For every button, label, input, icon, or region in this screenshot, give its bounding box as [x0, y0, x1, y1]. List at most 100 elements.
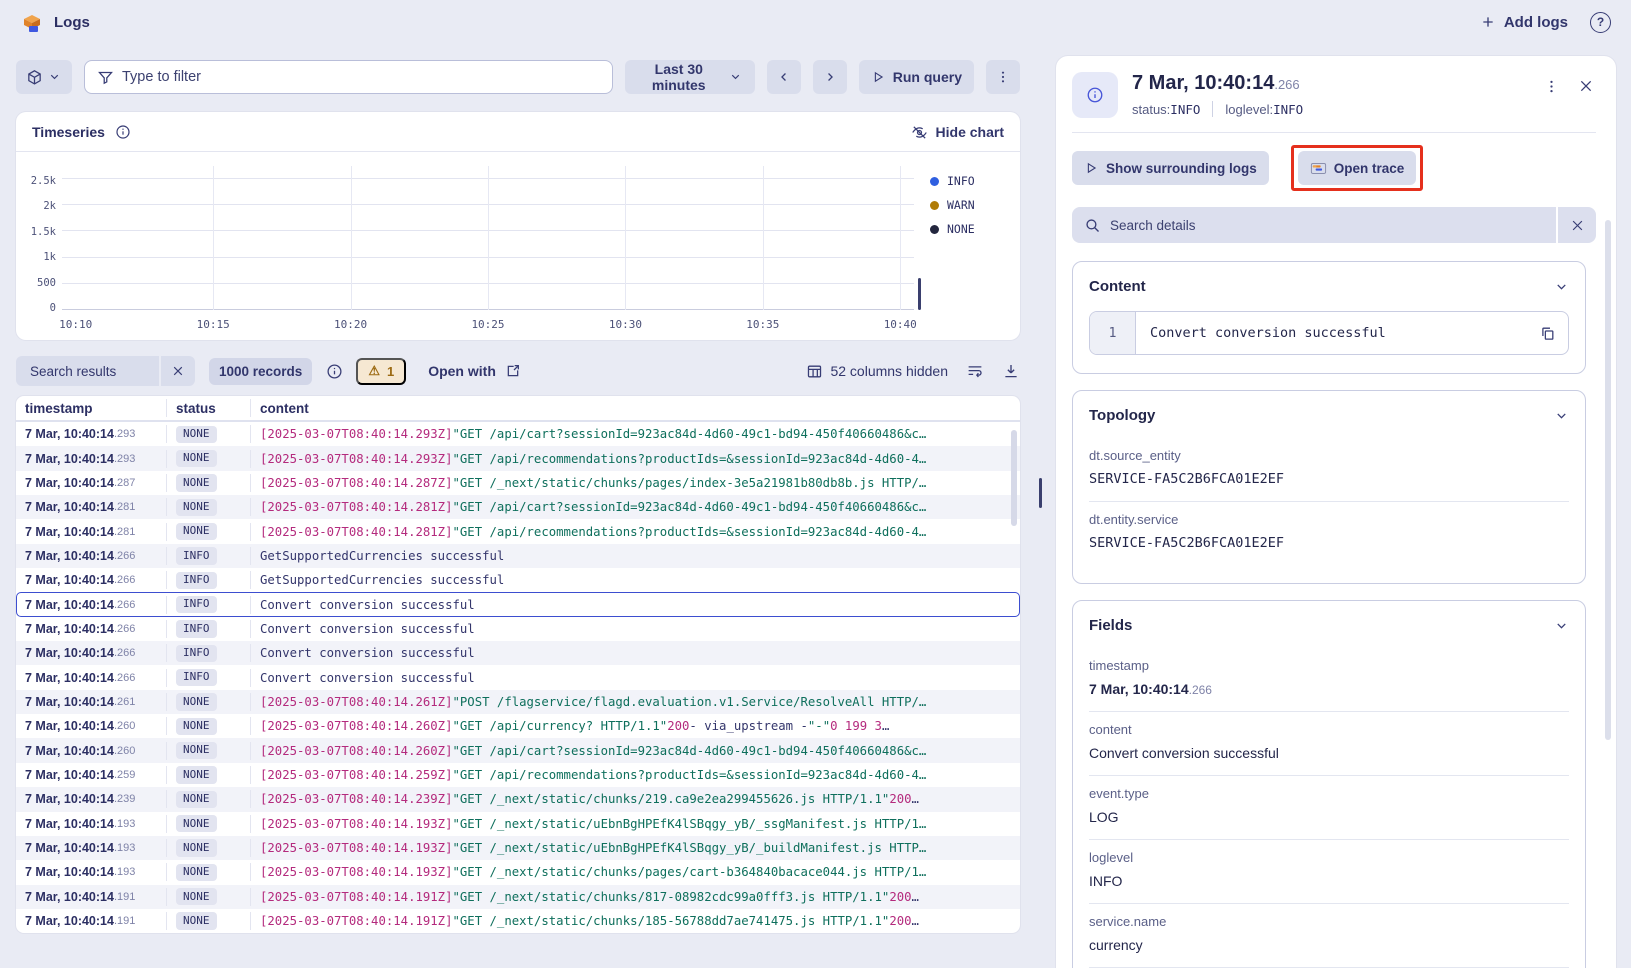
open-trace-button[interactable]: Open trace — [1297, 151, 1417, 185]
chevron-down-icon — [48, 70, 62, 84]
info-icon[interactable] — [326, 363, 342, 379]
cell-status: NONE — [166, 741, 250, 760]
table-row[interactable]: 7 Mar, 10:40:14.191 NONE [2025-03-07T08:40… — [16, 909, 1020, 933]
open-with-button[interactable]: Open with — [428, 363, 521, 379]
warning-icon: ⚠ — [368, 363, 380, 378]
search-icon — [1084, 217, 1100, 233]
column-header-status[interactable]: status — [166, 399, 250, 417]
hide-chart-label: Hide chart — [935, 123, 1004, 140]
add-logs-label: Add logs — [1503, 13, 1568, 31]
cell-status: NONE — [166, 522, 250, 541]
table-row[interactable]: 7 Mar, 10:40:14.266 INFO Convert conversio… — [16, 641, 1020, 666]
table-row[interactable]: 7 Mar, 10:40:14.293 NONE [2025-03-07T08:40… — [16, 446, 1020, 471]
wrap-lines-button[interactable] — [966, 362, 984, 380]
cell-content: Convert conversion successful — [250, 595, 1020, 614]
detail-close-button[interactable] — [1576, 76, 1596, 96]
table-row[interactable]: 7 Mar, 10:40:14.193 NONE [2025-03-07T08:40… — [16, 835, 1020, 861]
chart-plot — [62, 166, 921, 310]
warnings-badge[interactable]: ⚠ 1 — [356, 357, 407, 385]
legend-item-none[interactable]: NONE — [930, 222, 1010, 236]
add-logs-button[interactable]: Add logs — [1480, 14, 1568, 31]
legend-item-warn[interactable]: WARN — [930, 198, 1010, 212]
panel-resize-handle[interactable] — [1039, 478, 1042, 508]
table-row[interactable]: 7 Mar, 10:40:14.259 NONE [2025-03-07T08:40… — [16, 763, 1020, 787]
download-button[interactable] — [1002, 362, 1020, 380]
vertical-gridline — [488, 166, 489, 310]
detail-field-service-name[interactable]: service.name currency — [1089, 903, 1569, 967]
filter-placeholder: Type to filter — [122, 69, 201, 85]
hide-chart-button[interactable]: Hide chart — [911, 124, 1004, 140]
collapse-topology-button[interactable] — [1554, 408, 1569, 423]
run-query-button[interactable]: Run query — [858, 60, 974, 94]
table-row[interactable]: 7 Mar, 10:40:14.260 NONE [2025-03-07T08:40… — [16, 738, 1020, 763]
detail-field-dt-source-entity[interactable]: dt.source_entity SERVICE-FA5C2B6FCA01E2EF — [1089, 438, 1569, 501]
table-row[interactable]: 7 Mar, 10:40:14.260 NONE [2025-03-07T08:40… — [16, 714, 1020, 738]
cell-status: NONE — [166, 473, 250, 492]
status-badge: NONE — [176, 693, 217, 711]
time-shift-back-button[interactable] — [766, 60, 801, 94]
detail-field-content[interactable]: content Convert conversion successful — [1089, 711, 1569, 775]
copy-content-button[interactable] — [1527, 312, 1568, 354]
legend-item-info[interactable]: INFO — [930, 174, 1010, 188]
detail-scrollbar[interactable] — [1605, 220, 1611, 740]
table-row[interactable]: 7 Mar, 10:40:14.266 INFO GetSupportedCurre… — [16, 543, 1020, 569]
column-header-content[interactable]: content — [250, 399, 1020, 417]
column-header-timestamp[interactable]: timestamp — [25, 400, 93, 416]
table-row[interactable]: 7 Mar, 10:40:14.293 NONE [2025-03-07T08:40… — [16, 422, 1020, 446]
detail-field-dt-entity-service[interactable]: dt.entity.service SERVICE-FA5C2B6FCA01E2E… — [1089, 501, 1569, 565]
detail-field-timestamp[interactable]: timestamp 7 Mar, 10:40:14.266 — [1089, 648, 1569, 711]
detail-search-input[interactable]: Search details — [1072, 207, 1556, 243]
open-trace-label: Open trace — [1333, 160, 1405, 176]
table-row-selected[interactable]: 7 Mar, 10:40:14.266 INFO Convert conversio… — [16, 592, 1020, 617]
table-row[interactable]: 7 Mar, 10:40:14.266 INFO Convert conversio… — [16, 665, 1020, 689]
detail-search-close-button[interactable] — [1558, 207, 1596, 243]
table-row[interactable]: 7 Mar, 10:40:14.191 NONE [2025-03-07T08:40… — [16, 884, 1020, 909]
table-row[interactable]: 7 Mar, 10:40:14.281 NONE [2025-03-07T08:40… — [16, 519, 1020, 543]
show-surrounding-logs-label: Show surrounding logs — [1106, 160, 1257, 176]
status-badge: NONE — [176, 425, 217, 443]
chart-bars — [62, 166, 914, 310]
table-row[interactable]: 7 Mar, 10:40:14.193 NONE [2025-03-07T08:40… — [16, 812, 1020, 836]
x-tick-label: 10:35 — [746, 318, 780, 331]
table-scrollbar[interactable] — [1011, 430, 1017, 526]
time-range-button[interactable]: Last 30 minutes — [624, 60, 755, 94]
show-surrounding-logs-button[interactable]: Show surrounding logs — [1072, 151, 1269, 185]
columns-hidden-button[interactable]: 52 columns hidden — [806, 363, 948, 379]
field-value: LOG — [1089, 809, 1119, 825]
cell-content: Convert conversion successful — [250, 619, 1020, 638]
cell-status: INFO — [166, 644, 250, 663]
content-code-block: 1 Convert conversion successful — [1089, 311, 1569, 355]
table-row[interactable]: 7 Mar, 10:40:14.261 NONE [2025-03-07T08:40… — [16, 689, 1020, 715]
toolbar-more-button[interactable] — [986, 60, 1020, 94]
search-results-tab-label[interactable]: Search results — [16, 356, 159, 386]
scope-selector-button[interactable] — [16, 60, 72, 94]
table-row[interactable]: 7 Mar, 10:40:14.266 INFO GetSupportedCurre… — [16, 568, 1020, 592]
table-row[interactable]: 7 Mar, 10:40:14.287 NONE [2025-03-07T08:40… — [16, 471, 1020, 495]
table-row[interactable]: 7 Mar, 10:40:14.239 NONE [2025-03-07T08:40… — [16, 787, 1020, 812]
field-value: SERVICE-FA5C2B6FCA01E2EF — [1089, 535, 1285, 551]
table-row[interactable]: 7 Mar, 10:40:14.193 NONE [2025-03-07T08:40… — [16, 860, 1020, 884]
field-value: SERVICE-FA5C2B6FCA01E2EF — [1089, 471, 1285, 487]
time-shift-forward-button[interactable] — [812, 60, 847, 94]
legend-label: INFO — [947, 174, 975, 188]
cell-timestamp: 7 Mar, 10:40:14.193 — [25, 865, 136, 880]
cell-status: NONE — [166, 425, 250, 444]
table-row[interactable]: 7 Mar, 10:40:14.266 INFO Convert conversio… — [16, 617, 1020, 641]
detail-more-button[interactable] — [1541, 76, 1562, 97]
log-table-header: timestamp status content — [16, 396, 1020, 422]
status-badge: NONE — [176, 498, 217, 516]
table-row[interactable]: 7 Mar, 10:40:14.281 NONE [2025-03-07T08:40… — [16, 495, 1020, 520]
collapse-content-button[interactable] — [1554, 279, 1569, 294]
collapse-fields-button[interactable] — [1554, 618, 1569, 633]
page-title: Logs — [54, 13, 90, 31]
close-tab-button[interactable] — [161, 356, 195, 386]
legend-dot — [930, 200, 939, 210]
help-button[interactable]: ? — [1590, 11, 1611, 33]
filter-input[interactable]: Type to filter — [84, 60, 613, 94]
detail-field-event-type[interactable]: event.type LOG — [1089, 775, 1569, 839]
chart-drag-handle[interactable] — [918, 278, 921, 310]
info-icon[interactable] — [115, 124, 131, 140]
detail-field-loglevel[interactable]: loglevel INFO — [1089, 839, 1569, 903]
field-value: 7 Mar, 10:40:14.266 — [1089, 681, 1212, 697]
field-value: currency — [1089, 937, 1143, 953]
